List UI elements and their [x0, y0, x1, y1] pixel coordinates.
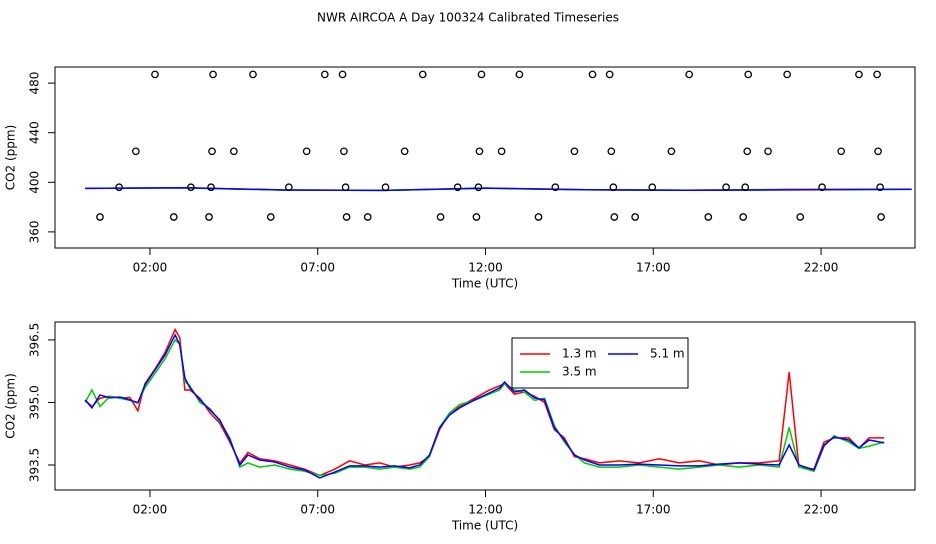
y-tick-label: 360 — [28, 220, 42, 243]
marker — [96, 213, 104, 221]
legend-box — [511, 337, 689, 389]
marker — [115, 183, 123, 192]
marker — [169, 213, 178, 221]
x-axis-label: Time (UTC) — [451, 519, 518, 533]
plot-frame — [54, 66, 916, 249]
marker — [739, 213, 748, 221]
y-tick-label: 400 — [28, 171, 42, 194]
y-tick-label: 393.5 — [28, 448, 42, 482]
marker — [209, 70, 217, 79]
marker — [570, 147, 579, 156]
marker — [588, 70, 597, 79]
y-tick-label: 480 — [28, 72, 42, 95]
y-axis-label: CO2 (ppm) — [4, 125, 18, 191]
x-tick-label: 12:00 — [468, 261, 503, 275]
y-tick-label: 395.0 — [28, 385, 42, 419]
marker — [341, 183, 350, 192]
marker — [208, 147, 216, 156]
marker — [818, 183, 826, 192]
marker — [477, 70, 486, 79]
marker — [605, 70, 614, 79]
marker — [722, 183, 730, 192]
marker — [320, 70, 329, 79]
marker — [474, 183, 483, 192]
marker — [132, 147, 140, 156]
marker — [741, 183, 750, 192]
marker — [453, 183, 462, 192]
marker — [874, 147, 882, 156]
marker — [855, 70, 863, 79]
marker — [609, 183, 618, 192]
x-tick-label: 07:00 — [300, 503, 335, 517]
marker — [207, 183, 215, 192]
x-tick-label: 17:00 — [636, 503, 671, 517]
marker — [607, 147, 616, 156]
marker — [610, 213, 619, 221]
marker — [764, 147, 772, 156]
marker — [796, 213, 805, 221]
x-tick-label: 12:00 — [468, 503, 503, 517]
marker — [743, 147, 752, 156]
y-tick-label: 396.5 — [28, 323, 42, 357]
marker — [472, 213, 481, 221]
marker — [340, 147, 348, 156]
marker — [783, 70, 792, 79]
x-tick-label: 07:00 — [300, 261, 335, 275]
marker — [436, 213, 445, 221]
marker — [363, 213, 372, 221]
marker — [685, 70, 694, 79]
marker — [837, 147, 846, 156]
marker — [205, 213, 213, 221]
x-tick-label: 17:00 — [636, 261, 671, 275]
y-tick-label: 440 — [28, 121, 42, 144]
marker — [667, 147, 676, 156]
marker — [381, 183, 390, 192]
marker — [266, 213, 275, 221]
marker — [876, 183, 884, 192]
marker — [229, 147, 238, 156]
x-tick-label: 02:00 — [133, 261, 168, 275]
marker — [648, 183, 657, 192]
marker — [400, 147, 409, 156]
marker — [302, 147, 311, 156]
marker — [551, 183, 560, 192]
y-axis-label: CO2 (ppm) — [4, 373, 18, 439]
data-line — [85, 186, 912, 192]
marker — [631, 213, 640, 221]
marker — [187, 183, 195, 192]
marker — [515, 70, 524, 79]
marker — [418, 70, 427, 79]
marker — [475, 147, 484, 156]
marker — [249, 70, 257, 79]
x-tick-label: 22:00 — [804, 503, 839, 517]
marker — [338, 70, 347, 79]
x-tick-label: 02:00 — [133, 503, 168, 517]
data-line — [84, 338, 885, 477]
marker — [151, 70, 159, 79]
legend-label: 5.1 m — [650, 347, 685, 361]
data-line — [84, 333, 885, 479]
data-line — [84, 327, 885, 477]
marker — [704, 213, 713, 221]
marker — [285, 183, 293, 192]
marker — [497, 147, 506, 156]
x-tick-label: 22:00 — [804, 261, 839, 275]
x-axis-label: Time (UTC) — [451, 277, 518, 291]
marker — [873, 70, 881, 79]
marker — [342, 213, 351, 221]
legend-label: 1.3 m — [562, 347, 597, 361]
legend-label: 3.5 m — [562, 365, 597, 379]
marker — [534, 213, 543, 221]
marker — [744, 70, 753, 79]
plot-frame — [54, 321, 916, 491]
chart-title: NWR AIRCOA A Day 100324 Calibrated Times… — [317, 11, 619, 25]
marker — [877, 213, 885, 221]
